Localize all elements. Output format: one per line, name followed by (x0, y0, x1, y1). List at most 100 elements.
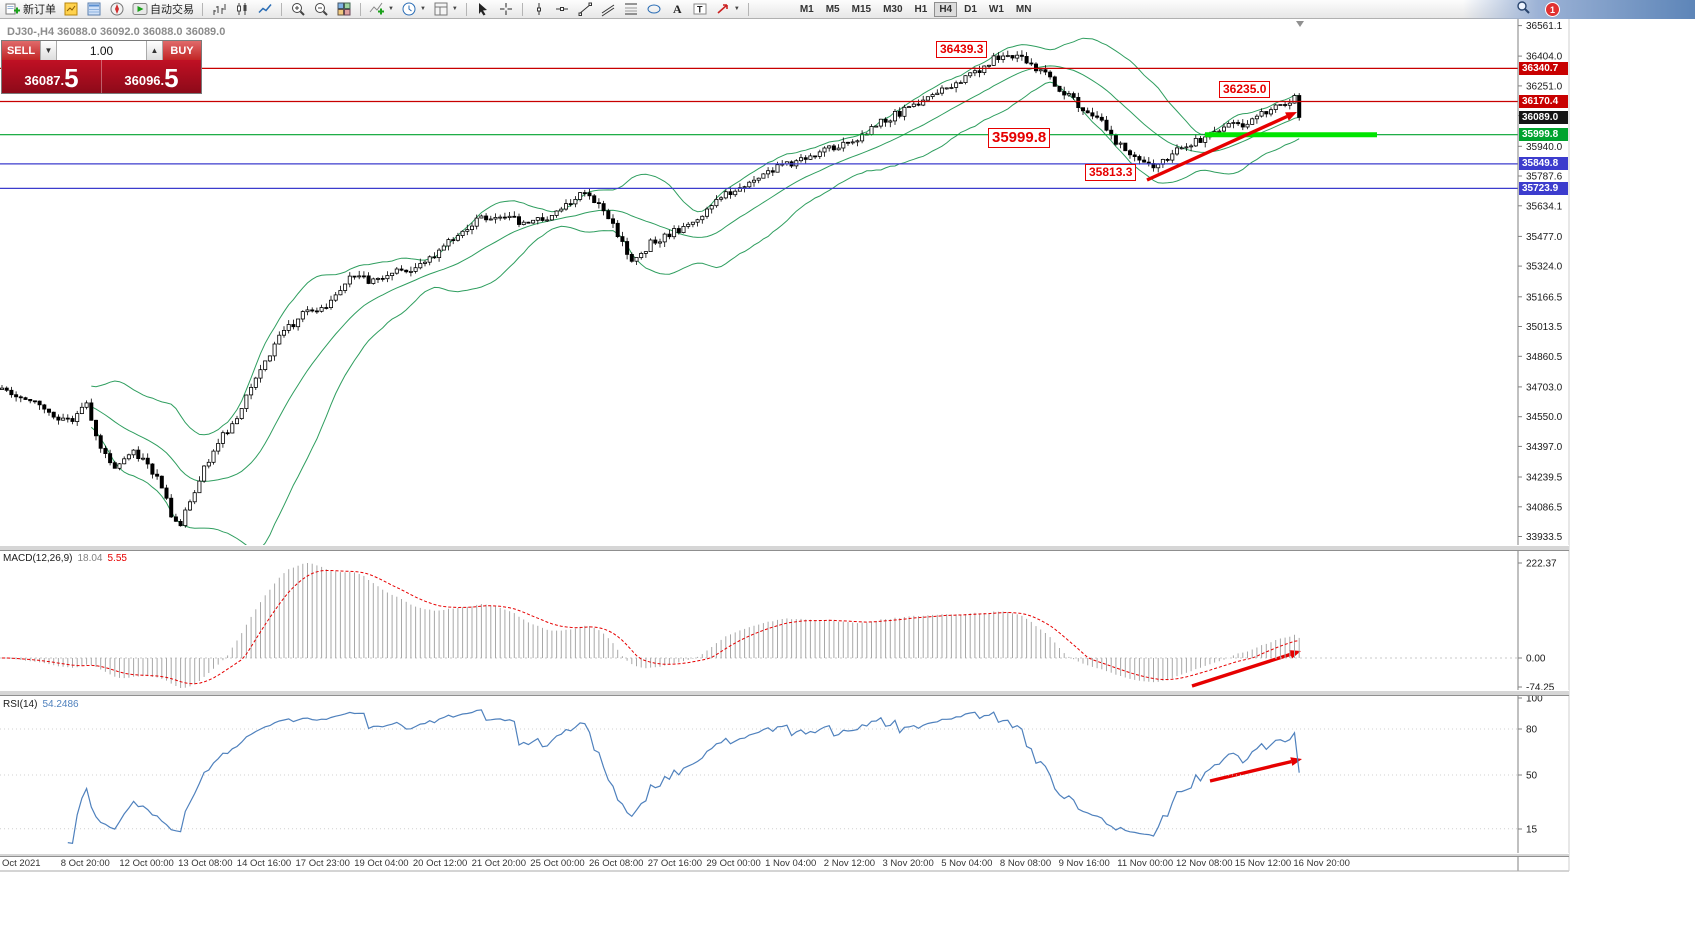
zoom-in-button[interactable] (287, 1, 309, 18)
timeframe-m30-button[interactable]: M30 (878, 2, 907, 17)
periodicity-button[interactable]: ▼ (398, 1, 429, 18)
shapes-icon (647, 4, 661, 14)
svg-text:14 Oct 16:00: 14 Oct 16:00 (237, 858, 291, 869)
svg-text:35634.1: 35634.1 (1526, 201, 1563, 212)
data-window-button[interactable] (83, 1, 105, 18)
macd-main-value: 18.04 (77, 553, 103, 564)
timeframe-h1-button[interactable]: H1 (910, 2, 933, 17)
cursor-tool-button[interactable] (472, 1, 494, 18)
rsi-indicator (0, 709, 1518, 844)
svg-text:19 Oct 04:00: 19 Oct 04:00 (354, 858, 408, 869)
svg-text:9 Nov 16:00: 9 Nov 16:00 (1059, 858, 1110, 869)
svg-text:50: 50 (1526, 771, 1538, 782)
navigator-button[interactable] (106, 1, 128, 18)
macd-name: MACD(12,26,9) (3, 553, 73, 564)
trendline-tool-button[interactable] (574, 1, 596, 18)
text-tool-button[interactable]: A (666, 1, 688, 18)
svg-text:33933.5: 33933.5 (1526, 532, 1563, 543)
candlestick-chart-button[interactable] (231, 1, 253, 18)
tile-windows-button[interactable] (333, 1, 355, 18)
sell-price[interactable]: 36087. 5 (2, 60, 102, 93)
svg-text:8 Nov 08:00: 8 Nov 08:00 (1000, 858, 1051, 869)
volume-decrease-button[interactable]: ▼ (40, 41, 57, 60)
rsi-label: RSI(14) 54.2486 (3, 699, 79, 710)
vertical-line-tool-button[interactable] (528, 1, 550, 18)
buy-button[interactable]: BUY (163, 41, 201, 60)
timeframe-mn-button[interactable]: MN (1011, 2, 1037, 17)
buy-price[interactable]: 36096. 5 (102, 60, 201, 93)
toolbar-separator (202, 2, 203, 16)
chart-shift-marker (1296, 21, 1304, 27)
new-order-icon (5, 3, 20, 15)
price-callout[interactable]: 35813.3 (1085, 164, 1137, 181)
sell-button[interactable]: SELL (2, 41, 40, 60)
one-click-trading-panel: SELL ▼ 1.00 ▲ BUY 36087. 5 36096. 5 (1, 40, 202, 94)
panel-divider[interactable] (0, 545, 1569, 551)
label-icon: T (693, 3, 707, 15)
svg-text:100: 100 (1526, 694, 1543, 705)
shapes-tool-button[interactable] (643, 1, 665, 18)
line-chart-button[interactable] (254, 1, 276, 18)
svg-text:35013.5: 35013.5 (1526, 322, 1563, 333)
svg-text:12 Nov 08:00: 12 Nov 08:00 (1176, 858, 1233, 869)
templates-icon (434, 2, 448, 16)
macd-label: MACD(12,26,9) 18.04 5.55 (3, 553, 127, 564)
crosshair-tool-button[interactable] (495, 1, 517, 18)
candle-chart-icon (237, 3, 247, 15)
svg-text:27 Oct 16:00: 27 Oct 16:00 (648, 858, 702, 869)
channel-tool-button[interactable] (597, 1, 619, 18)
autotrading-icon (132, 3, 148, 15)
autotrading-button[interactable]: 自动交易 (129, 1, 197, 18)
timeframe-w1-button[interactable]: W1 (984, 2, 1009, 17)
price-callout[interactable]: 35999.8 (988, 128, 1051, 148)
svg-text:25 Oct 00:00: 25 Oct 00:00 (530, 858, 584, 869)
zoom-out-button[interactable] (310, 1, 332, 18)
svg-text:26 Oct 08:00: 26 Oct 08:00 (589, 858, 643, 869)
indicators-icon (369, 2, 384, 15)
tile-windows-icon (337, 2, 351, 16)
new-order-button[interactable]: 新订单 (2, 1, 59, 18)
channel-icon (601, 4, 615, 17)
price-callout[interactable]: 36439.3 (936, 41, 988, 58)
timeframe-m5-button[interactable]: M5 (821, 2, 845, 17)
svg-text:34703.0: 34703.0 (1526, 382, 1563, 393)
horizontal-line-tool-button[interactable] (551, 1, 573, 18)
svg-text:-74.25: -74.25 (1526, 683, 1555, 694)
timeframe-m1-button[interactable]: M1 (795, 2, 819, 17)
macd-signal-value: 5.55 (107, 553, 127, 564)
market-watch-button[interactable] (60, 1, 82, 18)
toolbar-separator (281, 2, 282, 16)
price-tag: 35999.8 (1519, 128, 1568, 142)
timeframe-d1-button[interactable]: D1 (959, 2, 982, 17)
bar-chart-button[interactable] (208, 1, 230, 18)
templates-button[interactable]: ▼ (430, 1, 461, 18)
support-resistance-lines (0, 67, 1518, 189)
insert-indicators-button[interactable]: ▼ (366, 1, 397, 18)
timeframe-m15-button[interactable]: M15 (847, 2, 876, 17)
rsi-value: 54.2486 (42, 699, 79, 710)
timeframe-h4-button[interactable]: H4 (934, 1, 958, 17)
svg-text:35477.0: 35477.0 (1526, 232, 1563, 243)
rsi-name: RSI(14) (3, 699, 38, 710)
search-icon[interactable] (1515, 0, 1531, 20)
sell-price-big: 5 (64, 63, 79, 93)
notification-badge[interactable]: 1 (1545, 2, 1560, 17)
hline-icon (555, 7, 568, 11)
panel-divider[interactable] (0, 690, 1569, 696)
zoom-out-icon (315, 3, 328, 16)
fibonacci-tool-button[interactable] (620, 1, 642, 18)
chart-ohlc-readout: DJ30-,H4 36088.0 36092.0 36088.0 36089.0 (7, 26, 226, 38)
svg-text:35787.6: 35787.6 (1526, 172, 1563, 183)
price-callout[interactable]: 36235.0 (1219, 81, 1271, 98)
toolbar-separator (521, 2, 523, 16)
market-watch-icon (64, 2, 78, 16)
svg-text:20 Oct 12:00: 20 Oct 12:00 (413, 858, 467, 869)
volume-input[interactable]: 1.00 (57, 41, 146, 60)
label-tool-button[interactable]: T (689, 1, 711, 18)
panel-divider[interactable] (0, 853, 1569, 857)
volume-increase-button[interactable]: ▲ (146, 41, 163, 60)
arrow-tools-button[interactable]: ▼ (712, 1, 743, 18)
trendline-icon (578, 2, 592, 16)
svg-text:36251.0: 36251.0 (1526, 81, 1563, 92)
